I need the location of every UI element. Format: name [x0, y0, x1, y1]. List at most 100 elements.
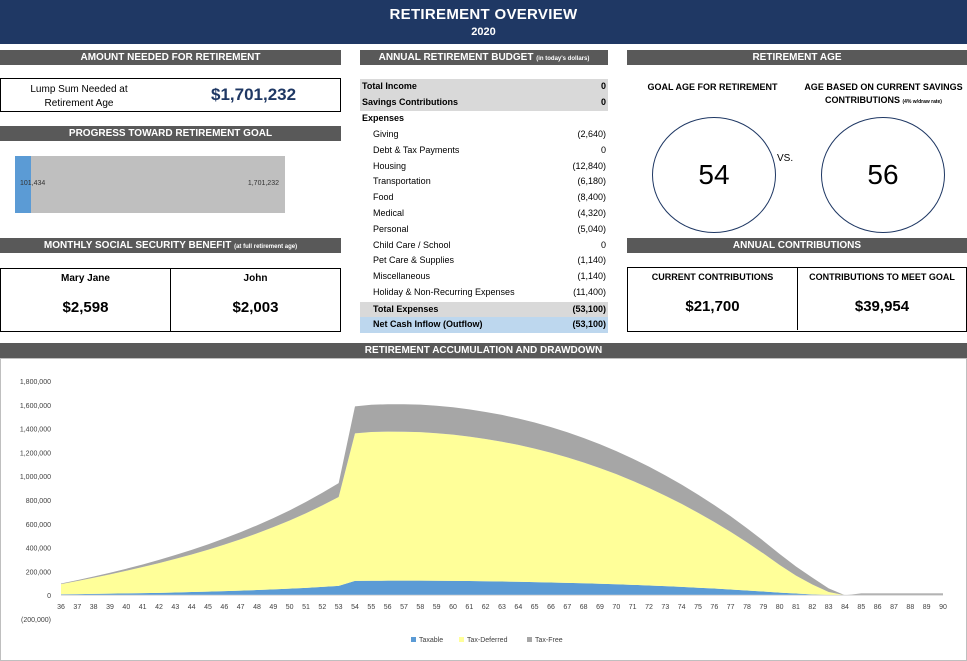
annual-contributions-header: ANNUAL CONTRIBUTIONS	[627, 238, 967, 253]
budget-net-cash-label: Net Cash Inflow (Outflow)	[373, 319, 483, 329]
budget-net-cash-row: Net Cash Inflow (Outflow) (53,100)	[360, 317, 608, 333]
annual-contributions-box: CURRENT CONTRIBUTIONS $21,700 CONTRIBUTI…	[627, 267, 967, 332]
budget-expense-value: 0	[600, 239, 606, 250]
budget-expense-row: Food (8,400)	[360, 190, 608, 206]
budget-expense-row: Housing (12,840)	[360, 159, 608, 175]
goal-contributions-cell: CONTRIBUTIONS TO MEET GOAL $39,954	[798, 268, 966, 330]
social-security-header-note: (at full retirement age)	[234, 244, 298, 250]
current-age-label-note: (4% w/draw rate)	[902, 99, 942, 105]
lump-sum-value: $1,701,232	[211, 85, 297, 104]
amount-needed-header: AMOUNT NEEDED FOR RETIREMENT	[0, 50, 341, 65]
budget-expense-row: Holiday & Non-Recurring Expenses (11,400)	[360, 285, 608, 301]
x-tick-label: 88	[906, 604, 914, 611]
budget-expense-value: (5,040)	[577, 223, 606, 234]
x-tick-label: 78	[743, 604, 751, 611]
budget-expense-value: (1,140)	[577, 255, 606, 266]
budget-header-text: ANNUAL RETIREMENT BUDGET	[378, 52, 534, 63]
budget-expense-label: Giving	[373, 129, 399, 139]
budget-header: ANNUAL RETIREMENT BUDGET (in today's dol…	[360, 50, 608, 65]
x-tick-label: 42	[155, 604, 163, 611]
x-tick-label: 55	[367, 604, 375, 611]
x-tick-label: 54	[351, 604, 359, 611]
x-tick-label: 58	[416, 604, 424, 611]
current-age-label-line1: AGE BASED ON CURRENT SAVINGS	[804, 82, 963, 92]
y-tick-label: 600,000	[26, 522, 51, 529]
accumulation-chart-area: (200,000) 0 200,000 400,000 600,000 800,000 1,…	[0, 358, 967, 661]
series-area-taxable	[61, 580, 943, 596]
x-tick-label: 49	[269, 604, 277, 611]
y-tick-label: 1,800,000	[20, 379, 51, 386]
budget-total-expenses-label: Total Expenses	[373, 304, 439, 314]
x-tick-label: 52	[318, 604, 326, 611]
budget-expense-value: (1,140)	[577, 271, 606, 282]
title-banner: RETIREMENT OVERVIEW 2020	[0, 0, 967, 44]
lump-sum-label: Lump Sum Needed at Retirement Age	[19, 83, 139, 111]
budget-expense-value: (8,400)	[577, 192, 606, 203]
page-year: 2020	[471, 26, 496, 38]
goal-contributions-value: $39,954	[854, 298, 910, 315]
retirement-age-header: RETIREMENT AGE	[627, 50, 967, 65]
budget-expense-row: Miscellaneous (1,140)	[360, 269, 608, 285]
y-tick-label: 0	[47, 593, 51, 600]
budget-expenses-label: Expenses	[362, 113, 405, 123]
budget-expense-row: Debt & Tax Payments 0	[360, 143, 608, 159]
budget-net-cash-value: (53,100)	[572, 319, 606, 329]
x-tick-label: 61	[465, 604, 473, 611]
x-tick-label: 83	[825, 604, 833, 611]
budget-expense-row: Pet Care & Supplies (1,140)	[360, 253, 608, 269]
budget-total-income-value: 0	[600, 81, 606, 91]
x-tick-label: 60	[449, 604, 457, 611]
budget-expense-label: Pet Care & Supplies	[373, 255, 455, 266]
budget-total-expenses-value: (53,100)	[572, 304, 606, 314]
legend-swatch	[527, 637, 532, 642]
x-tick-label: 63	[498, 604, 506, 611]
vs-label: VS.	[777, 153, 794, 164]
budget-expense-value: 0	[600, 144, 606, 155]
x-tick-label: 64	[514, 604, 522, 611]
x-tick-label: 89	[923, 604, 931, 611]
budget-expense-label: Personal	[373, 223, 409, 234]
budget-expense-label: Debt & Tax Payments	[373, 144, 460, 155]
progress-header: PROGRESS TOWARD RETIREMENT GOAL	[0, 126, 341, 141]
ss-person-1: Mary Jane $2,598	[1, 269, 171, 331]
x-tick-label: 46	[220, 604, 228, 611]
goal-contributions-label: CONTRIBUTIONS TO MEET GOAL	[809, 272, 955, 282]
budget-expense-row: Child Care / School 0	[360, 238, 608, 254]
current-contributions-value: $21,700	[685, 298, 740, 315]
social-security-header: MONTHLY SOCIAL SECURITY BENEFIT (at full…	[0, 238, 341, 253]
budget-total-income-row: Total Income 0	[360, 79, 608, 95]
budget-expense-label: Transportation	[373, 176, 431, 187]
y-tick-label: 400,000	[26, 546, 51, 553]
x-tick-label: 53	[335, 604, 343, 611]
x-tick-label: 84	[841, 604, 849, 611]
page-title: RETIREMENT OVERVIEW	[389, 6, 578, 23]
budget-total-income-label: Total Income	[362, 81, 417, 91]
budget-expense-label: Child Care / School	[373, 239, 451, 250]
social-security-header-text: MONTHLY SOCIAL SECURITY BENEFIT	[43, 240, 232, 251]
x-tick-label: 57	[400, 604, 408, 611]
x-tick-label: 56	[384, 604, 392, 611]
current-age-label-line2: CONTRIBUTIONS	[825, 95, 900, 105]
y-tick-label: 1,600,000	[20, 403, 51, 410]
x-tick-label: 72	[645, 604, 653, 611]
x-tick-label: 73	[661, 604, 669, 611]
budget-savings-label: Savings Contributions	[362, 97, 459, 107]
x-tick-label: 47	[237, 604, 245, 611]
budget-expense-label: Miscellaneous	[373, 271, 431, 282]
budget-expense-row: Transportation (6,180)	[360, 174, 608, 190]
x-tick-label: 69	[596, 604, 604, 611]
ss-person-1-name: Mary Jane	[61, 273, 110, 284]
x-tick-label: 90	[939, 604, 947, 611]
lump-sum-label-line1: Lump Sum Needed at	[30, 84, 128, 95]
x-tick-label: 71	[629, 604, 637, 611]
budget-expense-row: Medical (4,320)	[360, 206, 608, 222]
budget-expense-value: (2,640)	[577, 129, 606, 139]
x-tick-label: 77	[727, 604, 735, 611]
budget-expense-row: Personal (5,040)	[360, 222, 608, 238]
x-tick-label: 74	[678, 604, 686, 611]
x-tick-label: 51	[302, 604, 310, 611]
legend-label: Taxable	[419, 637, 443, 644]
x-tick-label: 82	[808, 604, 816, 611]
current-contributions-cell: CURRENT CONTRIBUTIONS $21,700	[628, 268, 798, 330]
x-tick-label: 62	[482, 604, 490, 611]
